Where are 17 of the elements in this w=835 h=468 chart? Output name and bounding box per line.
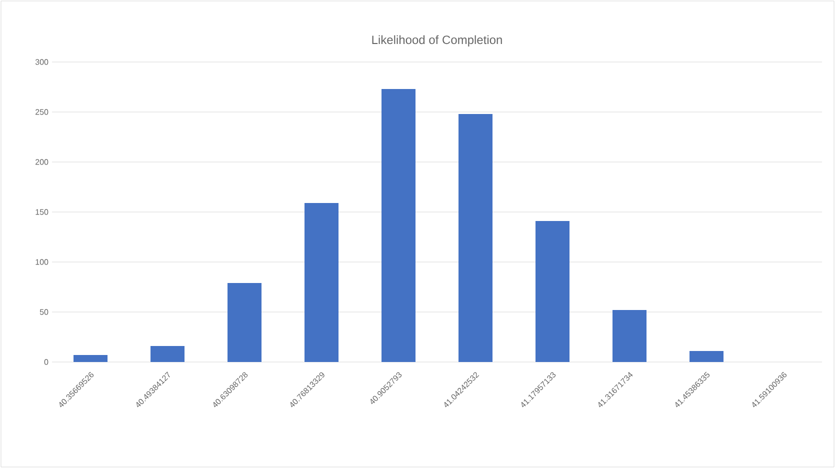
bar xyxy=(536,220,570,362)
chart-title: Likelihood of Completion xyxy=(372,35,502,46)
bar xyxy=(458,114,493,362)
y-tick-label: 250 xyxy=(36,109,48,115)
bar xyxy=(304,202,339,362)
y-tick-label: 100 xyxy=(36,259,48,265)
bar xyxy=(382,88,416,362)
bar xyxy=(690,350,724,362)
bar xyxy=(612,310,647,362)
y-tick-label: 50 xyxy=(40,309,48,315)
y-tick-label: 200 xyxy=(36,159,48,165)
bar xyxy=(150,346,185,362)
bar xyxy=(228,282,262,362)
y-tick-label: 150 xyxy=(36,209,48,215)
y-tick-label: 0 xyxy=(44,359,48,365)
bar xyxy=(74,354,108,362)
y-tick-label: 300 xyxy=(35,59,48,65)
